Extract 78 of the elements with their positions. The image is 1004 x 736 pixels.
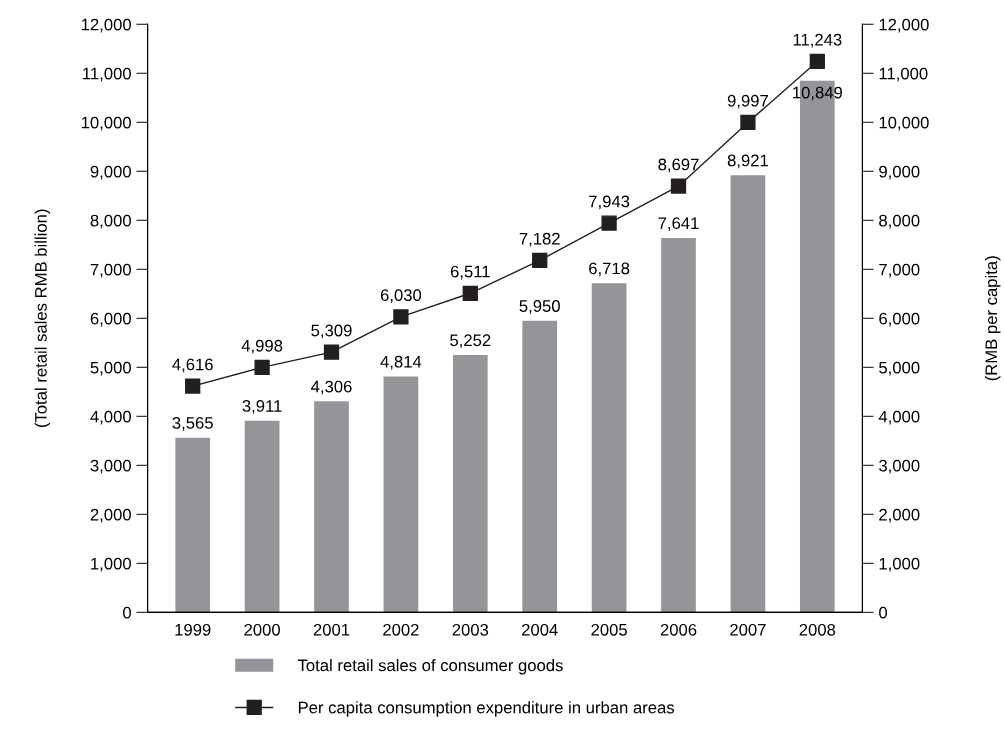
point	[740, 114, 756, 131]
x-tick-label: 2001	[313, 623, 350, 636]
bar	[314, 401, 349, 613]
y2-tick-label: 9,000	[879, 165, 920, 180]
y2-tick-label: 6,000	[879, 312, 920, 327]
data-label: 4,998	[241, 339, 283, 354]
bar	[175, 437, 211, 613]
data-label: 7,641	[658, 217, 699, 232]
bar	[661, 237, 696, 613]
data-label: 7,943	[589, 195, 630, 210]
data-label: 7,182	[519, 232, 560, 247]
data-label: 11,243	[793, 33, 842, 48]
bar	[522, 320, 558, 613]
y-tick-label: 11,000	[83, 67, 131, 82]
point	[809, 53, 825, 70]
y2-tick-label: 5,000	[879, 361, 920, 376]
y-tick-label: 3,000	[90, 459, 131, 474]
y2-tick-label: 4,000	[878, 410, 920, 425]
x-tick-label: 2000	[244, 623, 280, 636]
x-tick-label: 2006	[660, 623, 697, 636]
x-tick-label: 2008	[799, 623, 836, 636]
y2-tick-label: 2,000	[879, 508, 920, 523]
x-tick-label: 2003	[452, 623, 489, 636]
y-tick-label: 12,000	[81, 18, 131, 33]
data-label: 8,697	[658, 158, 699, 173]
y-tick-label: 10,000	[81, 116, 131, 131]
y-tick-label: 6,000	[90, 312, 131, 327]
y-axis-title: (Total retail sales RMB billion)	[34, 209, 51, 428]
y2-tick-label: 8,000	[879, 214, 920, 229]
data-label: 6,030	[380, 289, 422, 304]
y-tick-label: 4,000	[90, 410, 131, 425]
data-label: 3,911	[242, 400, 282, 414]
point	[254, 359, 270, 376]
point	[185, 378, 201, 394]
point	[601, 215, 617, 231]
bar	[730, 175, 766, 613]
y2-tick-label: 1,000	[879, 557, 920, 572]
y-tick-label: 8,000	[90, 214, 131, 229]
x-tick-label: 2004	[522, 623, 558, 636]
bar	[244, 420, 280, 613]
data-label: 6,511	[450, 265, 490, 280]
bar	[383, 376, 419, 613]
y-tick-label: 5,000	[90, 361, 131, 376]
legend-label: Per capita consumption expenditure in urban areas	[298, 701, 675, 717]
y2-tick-label: 11,000	[879, 67, 928, 82]
x-tick-label: 2005	[591, 623, 627, 636]
y-tick-label: 1,000	[91, 557, 131, 572]
y-tick-label: 9,000	[90, 165, 131, 180]
data-label: 5,950	[519, 300, 560, 314]
y-tick-label: 7,000	[90, 263, 131, 278]
point	[393, 309, 409, 325]
data-label: 8,921	[727, 154, 768, 169]
y2-axis-title: (RMB per capita)	[984, 256, 1001, 381]
data-label: 5,309	[311, 324, 352, 339]
data-label: 9,997	[727, 94, 768, 109]
y-tick-label: 0	[123, 606, 131, 619]
x-tick-label: 2002	[383, 623, 419, 636]
y2-tick-label: 10,000	[879, 116, 929, 131]
y2-tick-label: 3,000	[879, 459, 920, 474]
data-label: 4,306	[311, 380, 352, 395]
x-tick-label: 2007	[730, 623, 766, 636]
point	[670, 178, 687, 194]
bar	[591, 283, 627, 613]
point	[462, 285, 478, 301]
data-label: 6,718	[589, 262, 630, 277]
data-label: 4,814	[380, 355, 422, 370]
y2-tick-label: 7,000	[879, 263, 920, 278]
data-label: 5,252	[450, 334, 491, 349]
y2-tick-label: 0	[879, 606, 888, 619]
data-label: 3,565	[172, 417, 213, 431]
y2-tick-label: 12,000	[879, 18, 929, 33]
point	[532, 252, 548, 269]
legend-label: Total retail sales of consumer goods	[297, 659, 563, 675]
x-tick-label: 1999	[175, 623, 211, 636]
data-label: 4,616	[172, 358, 213, 373]
bar	[452, 354, 488, 613]
y-tick-label: 2,000	[90, 508, 131, 523]
point	[323, 344, 340, 360]
